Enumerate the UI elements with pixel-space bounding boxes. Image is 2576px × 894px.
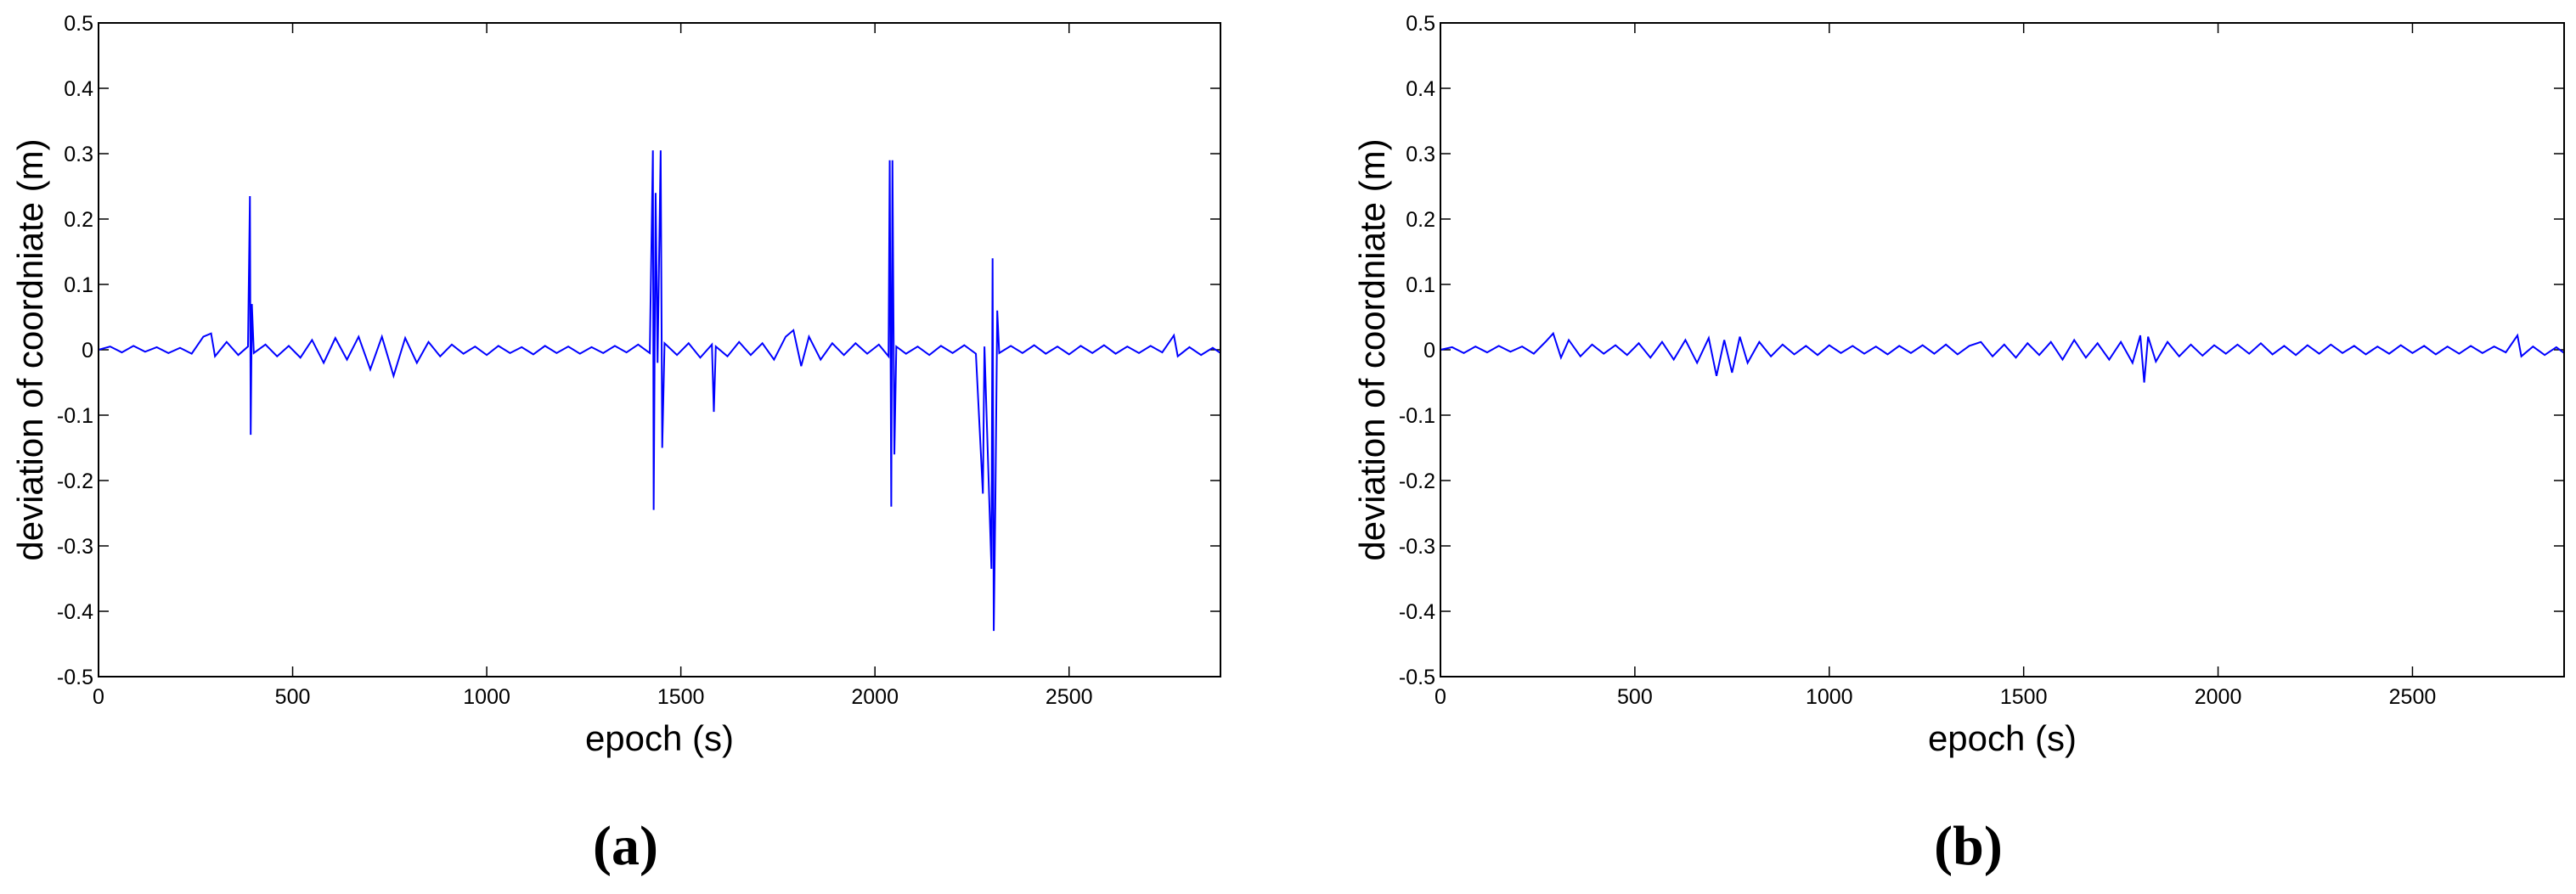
y-tick-label: 0.4 [1406,77,1435,101]
y-tick-label: -0.3 [1399,535,1435,559]
y-axis-label: deviation of coordniate (m) [1352,138,1392,560]
y-tick-label: -0.2 [57,469,93,493]
y-tick-label: -0.5 [1399,666,1435,689]
y-tick-label: 0.1 [64,273,93,297]
x-tick-label: 2500 [2389,685,2437,709]
x-tick-label: 1000 [463,685,510,709]
data-line [98,150,1221,632]
y-tick-label: 0.5 [64,12,93,36]
x-tick-label: 500 [275,685,311,709]
x-axis-label: epoch (s) [1928,718,2077,758]
x-axis-label: epoch (s) [585,718,734,758]
x-tick-label: 2000 [2195,685,2242,709]
x-tick-label: 500 [1617,685,1653,709]
x-tick-label: 2000 [851,685,899,709]
x-tick-label: 0 [1435,685,1446,709]
plot-area [1440,23,2564,677]
plot-frame [1440,22,2565,678]
plot-frame [98,22,1221,678]
y-tick-label: -0.2 [1399,469,1435,493]
y-tick-label: -0.1 [1399,404,1435,428]
y-tick-label: 0.3 [1406,143,1435,166]
y-tick-label: 0.1 [1406,273,1435,297]
y-tick-label: 0.3 [64,143,93,166]
x-tick-label: 1500 [657,685,705,709]
panel-label: (a) [593,815,658,877]
y-tick-label: 0 [1423,339,1435,363]
y-tick-label: 0.4 [64,77,93,101]
y-axis-label: deviation of coordniate (m) [10,138,50,560]
panel-label: (b) [1934,815,2003,877]
y-tick-label: -0.4 [57,600,93,624]
y-tick-label: -0.4 [1399,600,1435,624]
x-tick-label: 1500 [2000,685,2048,709]
x-tick-label: 1000 [1806,685,1853,709]
y-tick-label: 0 [82,339,93,363]
y-tick-label: -0.3 [57,535,93,559]
data-line [1440,331,2565,383]
y-tick-label: -0.1 [57,404,93,428]
y-tick-label: 0.2 [64,208,93,232]
x-tick-label: 0 [93,685,104,709]
y-tick-label: 0.5 [1406,12,1435,36]
y-tick-label: -0.5 [57,666,93,689]
x-tick-label: 2500 [1046,685,1093,709]
y-tick-label: 0.2 [1406,208,1435,232]
